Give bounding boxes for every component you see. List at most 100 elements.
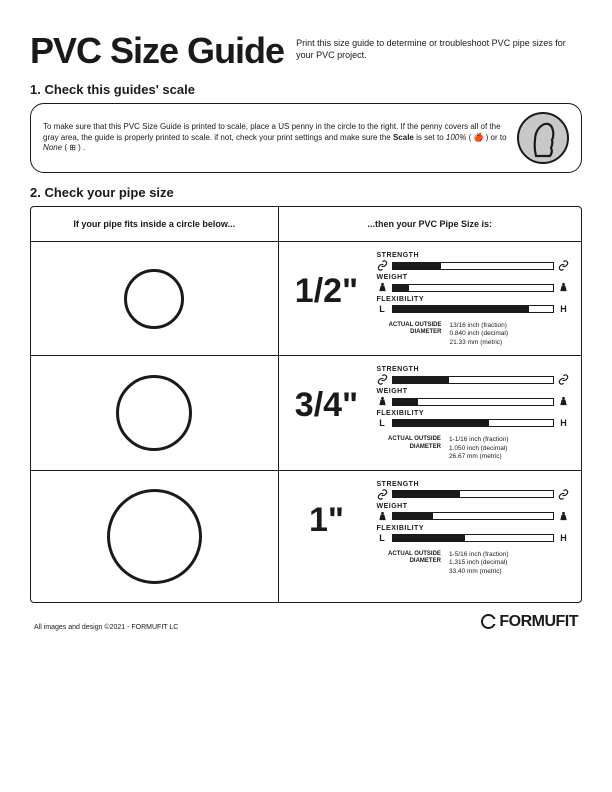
- bar-left-icon: L: [377, 418, 388, 428]
- bar-right-icon: H: [558, 533, 569, 543]
- scale-italic2: None: [43, 143, 62, 152]
- bar-right-icon: H: [558, 304, 569, 314]
- table-row: 1/2" STRENGTH WEIGHT FLEXIBILITY L H: [31, 242, 581, 356]
- diameter-label: ACTUAL OUTSIDEDIAMETER: [351, 551, 441, 565]
- bar-right-icon: [558, 489, 569, 500]
- bar-left-icon: [377, 511, 388, 522]
- brand-logo: FORMUFIT: [481, 613, 578, 631]
- bar-track: [392, 262, 555, 270]
- bar-track: [392, 512, 555, 520]
- bar-right-icon: [558, 511, 569, 522]
- bar-fill: [393, 285, 409, 291]
- lincoln-icon: [526, 118, 560, 158]
- bar-label: FLEXIBILITY: [377, 296, 570, 303]
- table-header: If your pipe fits inside a circle below.…: [31, 207, 581, 242]
- bars-container: STRENGTH WEIGHT FLEXIBILITY L H: [377, 252, 570, 314]
- bar-group: STRENGTH: [377, 366, 570, 385]
- bar-fill: [393, 535, 465, 541]
- bar-fill: [393, 513, 433, 519]
- scale-mid1: is set to: [414, 133, 446, 142]
- bar-left-icon: [377, 282, 388, 293]
- diameter-values: 13/16 inch (fraction)0.840 inch (decimal…: [449, 322, 508, 347]
- page-title: PVC Size Guide: [30, 30, 284, 72]
- bars-container: STRENGTH WEIGHT FLEXIBILITY L H: [377, 366, 570, 428]
- page-subtitle: Print this size guide to determine or tr…: [296, 30, 582, 61]
- scale-mid3: ( ⊞ ) .: [62, 143, 85, 152]
- brand-text: FORMUFIT: [499, 613, 578, 631]
- bar-right-icon: [558, 374, 569, 385]
- size-table: If your pipe fits inside a circle below.…: [30, 206, 582, 603]
- size-label: 1/2": [291, 272, 363, 311]
- bar-label: WEIGHT: [377, 388, 570, 395]
- bar-group: FLEXIBILITY L H: [377, 410, 570, 428]
- bar-group: STRENGTH: [377, 481, 570, 500]
- bar-right-icon: [558, 282, 569, 293]
- scale-check-box: To make sure that this PVC Size Guide is…: [30, 103, 582, 173]
- size-label: 3/4": [291, 386, 363, 425]
- bar-label: STRENGTH: [377, 481, 570, 488]
- copyright-text: All images and design ©2021 - FORMUFIT L…: [34, 624, 178, 631]
- bar-fill: [393, 420, 489, 426]
- diameter-info: ACTUAL OUTSIDEDIAMETER 13/16 inch (fract…: [291, 322, 570, 347]
- penny-circle: [517, 112, 569, 164]
- size-circle: [107, 489, 202, 584]
- bar-track: [392, 490, 555, 498]
- bar-track: [392, 534, 555, 542]
- info-cell: 3/4" STRENGTH WEIGHT FLEXIBILITY L H: [279, 356, 582, 469]
- bar-group: FLEXIBILITY L H: [377, 525, 570, 543]
- diameter-label: ACTUAL OUTSIDEDIAMETER: [351, 436, 441, 450]
- table-row: 1" STRENGTH WEIGHT FLEXIBILITY L H: [31, 471, 581, 602]
- bars-container: STRENGTH WEIGHT FLEXIBILITY L H: [377, 481, 570, 543]
- bar-right-icon: H: [558, 418, 569, 428]
- bar-track: [392, 305, 555, 313]
- brand-icon: [481, 614, 496, 629]
- diameter-label: ACTUAL OUTSIDEDIAMETER: [351, 322, 441, 336]
- bar-left-icon: [377, 396, 388, 407]
- circle-cell: [31, 471, 279, 602]
- bar-group: WEIGHT: [377, 503, 570, 522]
- bar-right-icon: [558, 396, 569, 407]
- info-cell: 1" STRENGTH WEIGHT FLEXIBILITY L H: [279, 471, 582, 602]
- diameter-values: 1-1/16 inch (fraction)1.050 inch (decima…: [449, 436, 509, 461]
- bar-left-icon: [377, 489, 388, 500]
- bar-label: STRENGTH: [377, 252, 570, 259]
- diameter-values: 1-5/16 inch (fraction)1.315 inch (decima…: [449, 551, 509, 576]
- circle-cell: [31, 356, 279, 469]
- bar-group: WEIGHT: [377, 388, 570, 407]
- bar-track: [392, 398, 555, 406]
- size-circle: [124, 269, 184, 329]
- bar-fill: [393, 491, 460, 497]
- bar-label: FLEXIBILITY: [377, 410, 570, 417]
- bar-right-icon: [558, 260, 569, 271]
- bar-track: [392, 284, 555, 292]
- diameter-info: ACTUAL OUTSIDEDIAMETER 1-1/16 inch (frac…: [291, 436, 570, 461]
- bar-track: [392, 376, 555, 384]
- bar-fill: [393, 399, 419, 405]
- bar-group: FLEXIBILITY L H: [377, 296, 570, 314]
- bar-left-icon: [377, 374, 388, 385]
- bar-left-icon: [377, 260, 388, 271]
- table-row: 3/4" STRENGTH WEIGHT FLEXIBILITY L H: [31, 356, 581, 470]
- bar-label: WEIGHT: [377, 274, 570, 281]
- scale-italic1: 100%: [446, 133, 466, 142]
- diameter-info: ACTUAL OUTSIDEDIAMETER 1-5/16 inch (frac…: [291, 551, 570, 576]
- bar-group: STRENGTH: [377, 252, 570, 271]
- circle-cell: [31, 242, 279, 355]
- size-label: 1": [291, 501, 363, 540]
- bar-left-icon: L: [377, 304, 388, 314]
- bar-fill: [393, 306, 529, 312]
- bar-track: [392, 419, 555, 427]
- bar-left-icon: L: [377, 533, 388, 543]
- scale-bold: Scale: [393, 133, 414, 142]
- size-circle: [116, 375, 192, 451]
- bar-label: WEIGHT: [377, 503, 570, 510]
- bar-group: WEIGHT: [377, 274, 570, 293]
- col-header-right: ...then your PVC Pipe Size is:: [279, 207, 582, 241]
- bar-label: FLEXIBILITY: [377, 525, 570, 532]
- info-cell: 1/2" STRENGTH WEIGHT FLEXIBILITY L H: [279, 242, 582, 355]
- bar-fill: [393, 377, 449, 383]
- section2-heading: 2. Check your pipe size: [30, 185, 582, 200]
- bar-label: STRENGTH: [377, 366, 570, 373]
- section1-heading: 1. Check this guides' scale: [30, 82, 582, 97]
- scale-mid2: ( 🍎 ) or to: [466, 133, 506, 142]
